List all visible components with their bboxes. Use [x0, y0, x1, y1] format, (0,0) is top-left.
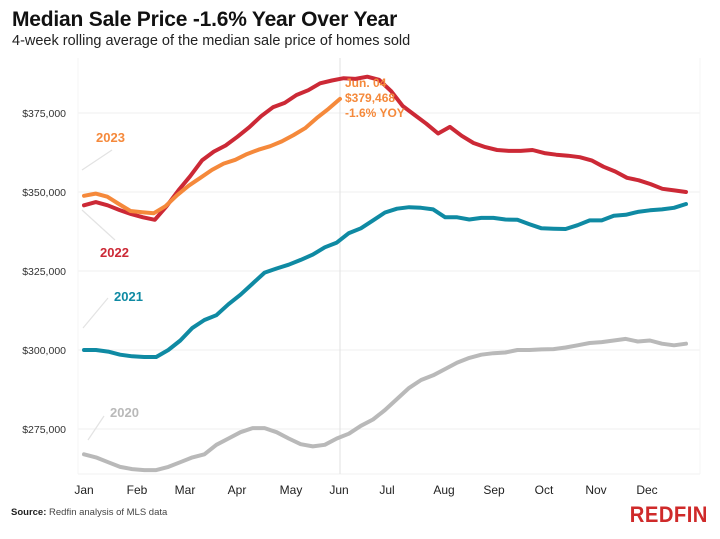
x-tick-label: Feb [127, 483, 148, 497]
series-line-2021 [82, 202, 688, 359]
x-tick-label: Jun [329, 483, 348, 497]
x-tick-label: Mar [175, 483, 196, 497]
annotation-line-2: $379,468 [345, 91, 395, 105]
redfin-logo: REDFIN [629, 502, 708, 527]
x-axis-ticks: Jan Feb Mar Apr May Jun Jul Aug Sep Oct Nov Dec [74, 483, 657, 497]
x-tick-label: Nov [585, 483, 606, 497]
y-tick-label: $350,000 [22, 187, 66, 199]
series-line-2022 [82, 74, 688, 222]
x-tick-label: Oct [535, 483, 554, 497]
leader-line-2023 [81, 149, 113, 171]
source-note: Source: Redfin analysis of MLS data [11, 507, 167, 518]
source-label: Source: [11, 507, 47, 518]
x-tick-label: Aug [433, 483, 454, 497]
source-text: Redfin analysis of MLS data [49, 507, 168, 518]
x-tick-label: May [280, 483, 303, 497]
series-line-2020 [82, 336, 688, 473]
series-lines [82, 74, 688, 473]
y-tick-label: $275,000 [22, 424, 66, 436]
y-axis-ticks: $275,000 $300,000 $325,000 $350,000 $375,000 [22, 108, 66, 436]
x-tick-label: Apr [228, 483, 247, 497]
chart-subtitle: 4-week rolling average of the median sal… [12, 33, 411, 49]
series-label-2022: 2022 [100, 245, 129, 260]
annotation-line-1: Jun. 04 [345, 76, 387, 90]
label-leader-lines [81, 149, 116, 441]
series-labels: 2020 2021 2022 2023 [96, 130, 143, 420]
y-tick-label: $325,000 [22, 266, 66, 278]
annotation-line-3: -1.6% YOY [345, 106, 405, 120]
x-tick-label: Sep [483, 483, 505, 497]
x-tick-label: Dec [636, 483, 657, 497]
y-tick-label: $375,000 [22, 108, 66, 120]
leader-line-2021 [82, 297, 109, 329]
series-label-2020: 2020 [110, 405, 139, 420]
annotation: Jun. 04$379,468-1.6% YOY [345, 76, 405, 120]
x-tick-label: Jan [74, 483, 93, 497]
series-label-2021: 2021 [114, 289, 143, 304]
leader-line-2020 [87, 415, 105, 441]
leader-line-2022 [81, 209, 116, 241]
series-line-2023 [82, 96, 342, 216]
chart-title: Median Sale Price -1.6% Year Over Year [12, 8, 398, 31]
series-label-2023: 2023 [96, 130, 125, 145]
y-tick-label: $300,000 [22, 345, 66, 357]
x-tick-label: Jul [379, 483, 394, 497]
gridlines [77, 58, 701, 475]
